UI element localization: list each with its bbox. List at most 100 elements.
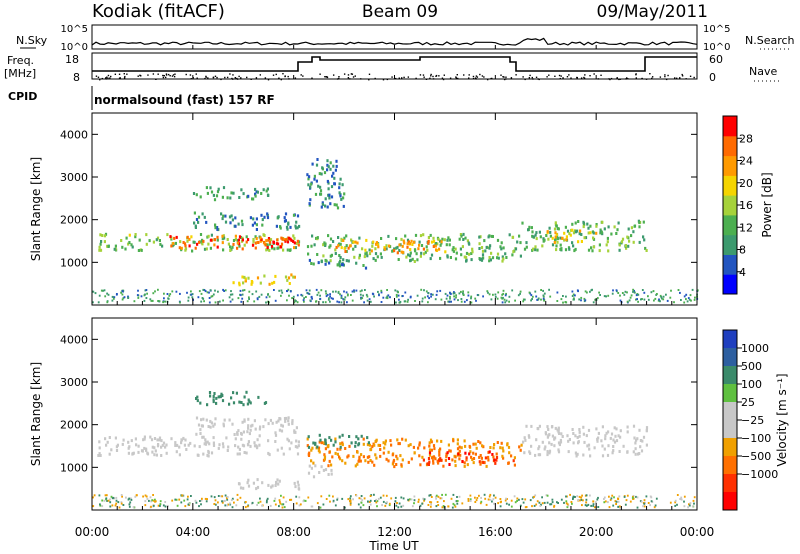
velocity-cell	[297, 487, 300, 491]
power-cell	[460, 290, 462, 293]
power-cell	[134, 233, 137, 236]
velocity-cell	[569, 493, 571, 496]
velocity-cell	[373, 443, 376, 447]
power-cell	[411, 257, 414, 261]
velocity-cell	[614, 500, 617, 503]
power-cell	[595, 224, 598, 228]
power-cell	[340, 301, 343, 304]
power-cell	[335, 164, 338, 168]
power-cell	[443, 238, 446, 242]
nave-dot	[529, 74, 531, 77]
power-cell	[490, 298, 493, 301]
power-cell	[519, 254, 522, 258]
power-cell	[514, 247, 518, 251]
power-cell	[340, 197, 343, 201]
power-cell	[140, 295, 143, 298]
velocity-cell	[339, 442, 342, 446]
power-cell	[171, 290, 174, 293]
velocity-cell	[625, 499, 628, 502]
nave-dot	[570, 77, 572, 79]
velocity-cell	[480, 456, 483, 460]
power-cell	[601, 220, 604, 224]
freq-label-1: Freq.	[7, 54, 34, 67]
velocity-cell	[134, 495, 137, 498]
velocity-cell	[244, 501, 247, 503]
velocity-cell	[199, 500, 201, 502]
velocity-cell	[436, 439, 439, 443]
velocity-cell	[245, 451, 248, 455]
velocity-cell	[496, 441, 499, 444]
velocity-cell	[432, 444, 436, 448]
power-cell	[347, 293, 349, 296]
power-cell	[438, 247, 441, 251]
velocity-cell	[649, 504, 651, 507]
velocity-cell	[352, 454, 355, 458]
velocity-cell	[417, 446, 420, 450]
power-cell	[266, 246, 269, 249]
velocity-cell	[383, 446, 386, 450]
nave-dot	[162, 74, 164, 77]
power-cell	[339, 259, 342, 263]
velocity-cell	[220, 392, 223, 396]
velocity-cell	[208, 442, 211, 446]
velocity-cell	[157, 504, 160, 507]
nave-dot	[625, 78, 627, 80]
power-cell	[467, 291, 470, 294]
velocity-cell	[546, 501, 549, 504]
velocity-cell	[310, 459, 313, 463]
power-cell	[555, 248, 558, 252]
power-cell	[111, 295, 114, 298]
power-cell	[470, 252, 473, 255]
power-cell	[641, 298, 643, 300]
nave-dot	[352, 76, 355, 78]
power-cell	[336, 300, 339, 303]
power-cell	[252, 238, 255, 241]
velocity-cell	[456, 502, 459, 505]
velocity-cell	[328, 436, 331, 440]
nave-dot	[386, 78, 389, 81]
power-cell	[580, 240, 583, 243]
velocity-cell	[341, 497, 344, 500]
velocity-cell	[432, 461, 435, 465]
velocity-cell	[567, 450, 570, 454]
nave-dot	[422, 74, 425, 76]
power-cell	[592, 231, 595, 235]
velocity-cell	[432, 459, 435, 463]
velocity-cell	[604, 437, 607, 441]
power-cell	[98, 248, 101, 252]
power-cell	[534, 233, 537, 237]
power-cell	[343, 298, 346, 301]
power-cell	[312, 262, 315, 266]
velocity-cell	[429, 505, 432, 508]
velocity-cell	[460, 446, 463, 450]
power-cell	[380, 289, 383, 292]
power-cell	[206, 235, 209, 239]
velocity-cell	[111, 504, 114, 507]
power-colorbar-segment	[723, 116, 737, 137]
velocity-cell	[279, 502, 282, 505]
power-cell	[157, 300, 159, 302]
velocity-cell	[98, 452, 101, 456]
power-cell	[447, 300, 450, 303]
nave-dot	[347, 74, 350, 76]
velocity-cell	[226, 449, 229, 452]
power-cell	[404, 234, 407, 238]
power-cell	[292, 213, 296, 217]
power-colorbar-segment	[723, 195, 737, 216]
power-cell	[465, 259, 468, 263]
velocity-cell	[554, 426, 557, 430]
velocity-cell	[613, 496, 615, 499]
power-cell	[261, 218, 264, 222]
velocity-cell	[586, 444, 589, 448]
velocity-colorbar-segment	[723, 384, 737, 403]
power-cell	[522, 300, 525, 303]
velocity-cell	[495, 456, 499, 459]
power-cell	[180, 246, 183, 250]
power-cell	[606, 240, 609, 244]
nave-dot	[635, 73, 637, 75]
power-cell	[221, 234, 224, 238]
power-cell	[268, 240, 272, 244]
nave-dot	[300, 74, 302, 76]
velocity-cell	[610, 497, 613, 500]
